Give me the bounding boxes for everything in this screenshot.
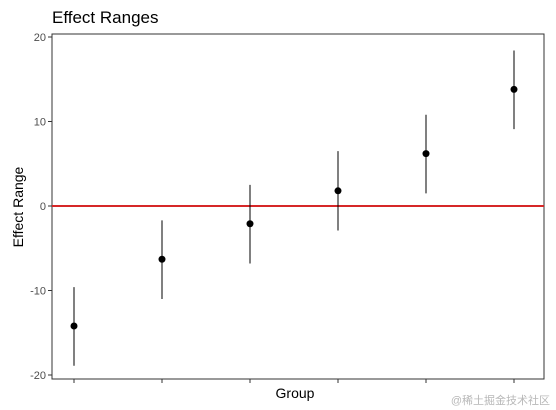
data-point	[510, 85, 518, 93]
y-tick-label: -20	[30, 370, 46, 382]
y-tick-label: 10	[34, 117, 46, 129]
y-tick-label: 20	[34, 32, 46, 44]
chart-title: Effect Ranges	[52, 8, 159, 27]
data-point	[334, 187, 342, 195]
data-point	[246, 220, 254, 228]
data-point	[70, 322, 78, 330]
watermark: @稀土掘金技术社区	[450, 395, 550, 407]
data-point	[158, 255, 166, 263]
y-tick-label: 0	[40, 201, 46, 213]
data-point	[422, 150, 430, 158]
x-axis-label: Group	[275, 385, 315, 401]
y-tick-label: -10	[30, 286, 46, 298]
